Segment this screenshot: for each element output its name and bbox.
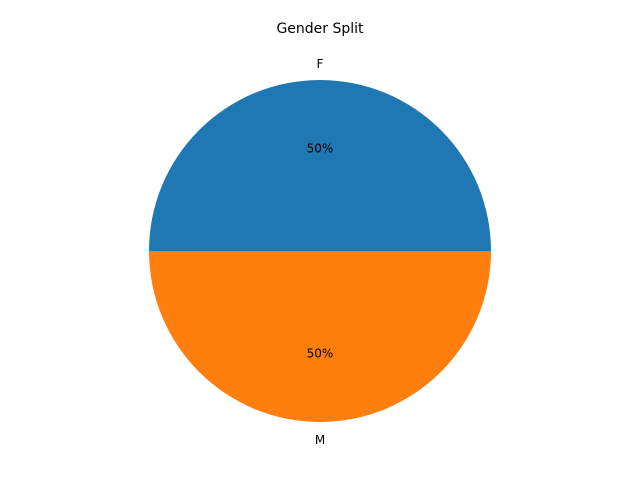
pie-slice-m	[149, 251, 491, 422]
pie-slices	[149, 80, 491, 422]
slice-pct-m: 50%	[307, 347, 334, 361]
slice-pct-f: 50%	[307, 141, 334, 155]
chart-title: Gender Split	[276, 21, 364, 37]
pie-labels: F 50% M 50%	[307, 57, 334, 447]
pie-slice-f	[149, 80, 491, 251]
slice-label-m: M	[315, 433, 325, 447]
slice-label-f: F	[317, 57, 324, 71]
